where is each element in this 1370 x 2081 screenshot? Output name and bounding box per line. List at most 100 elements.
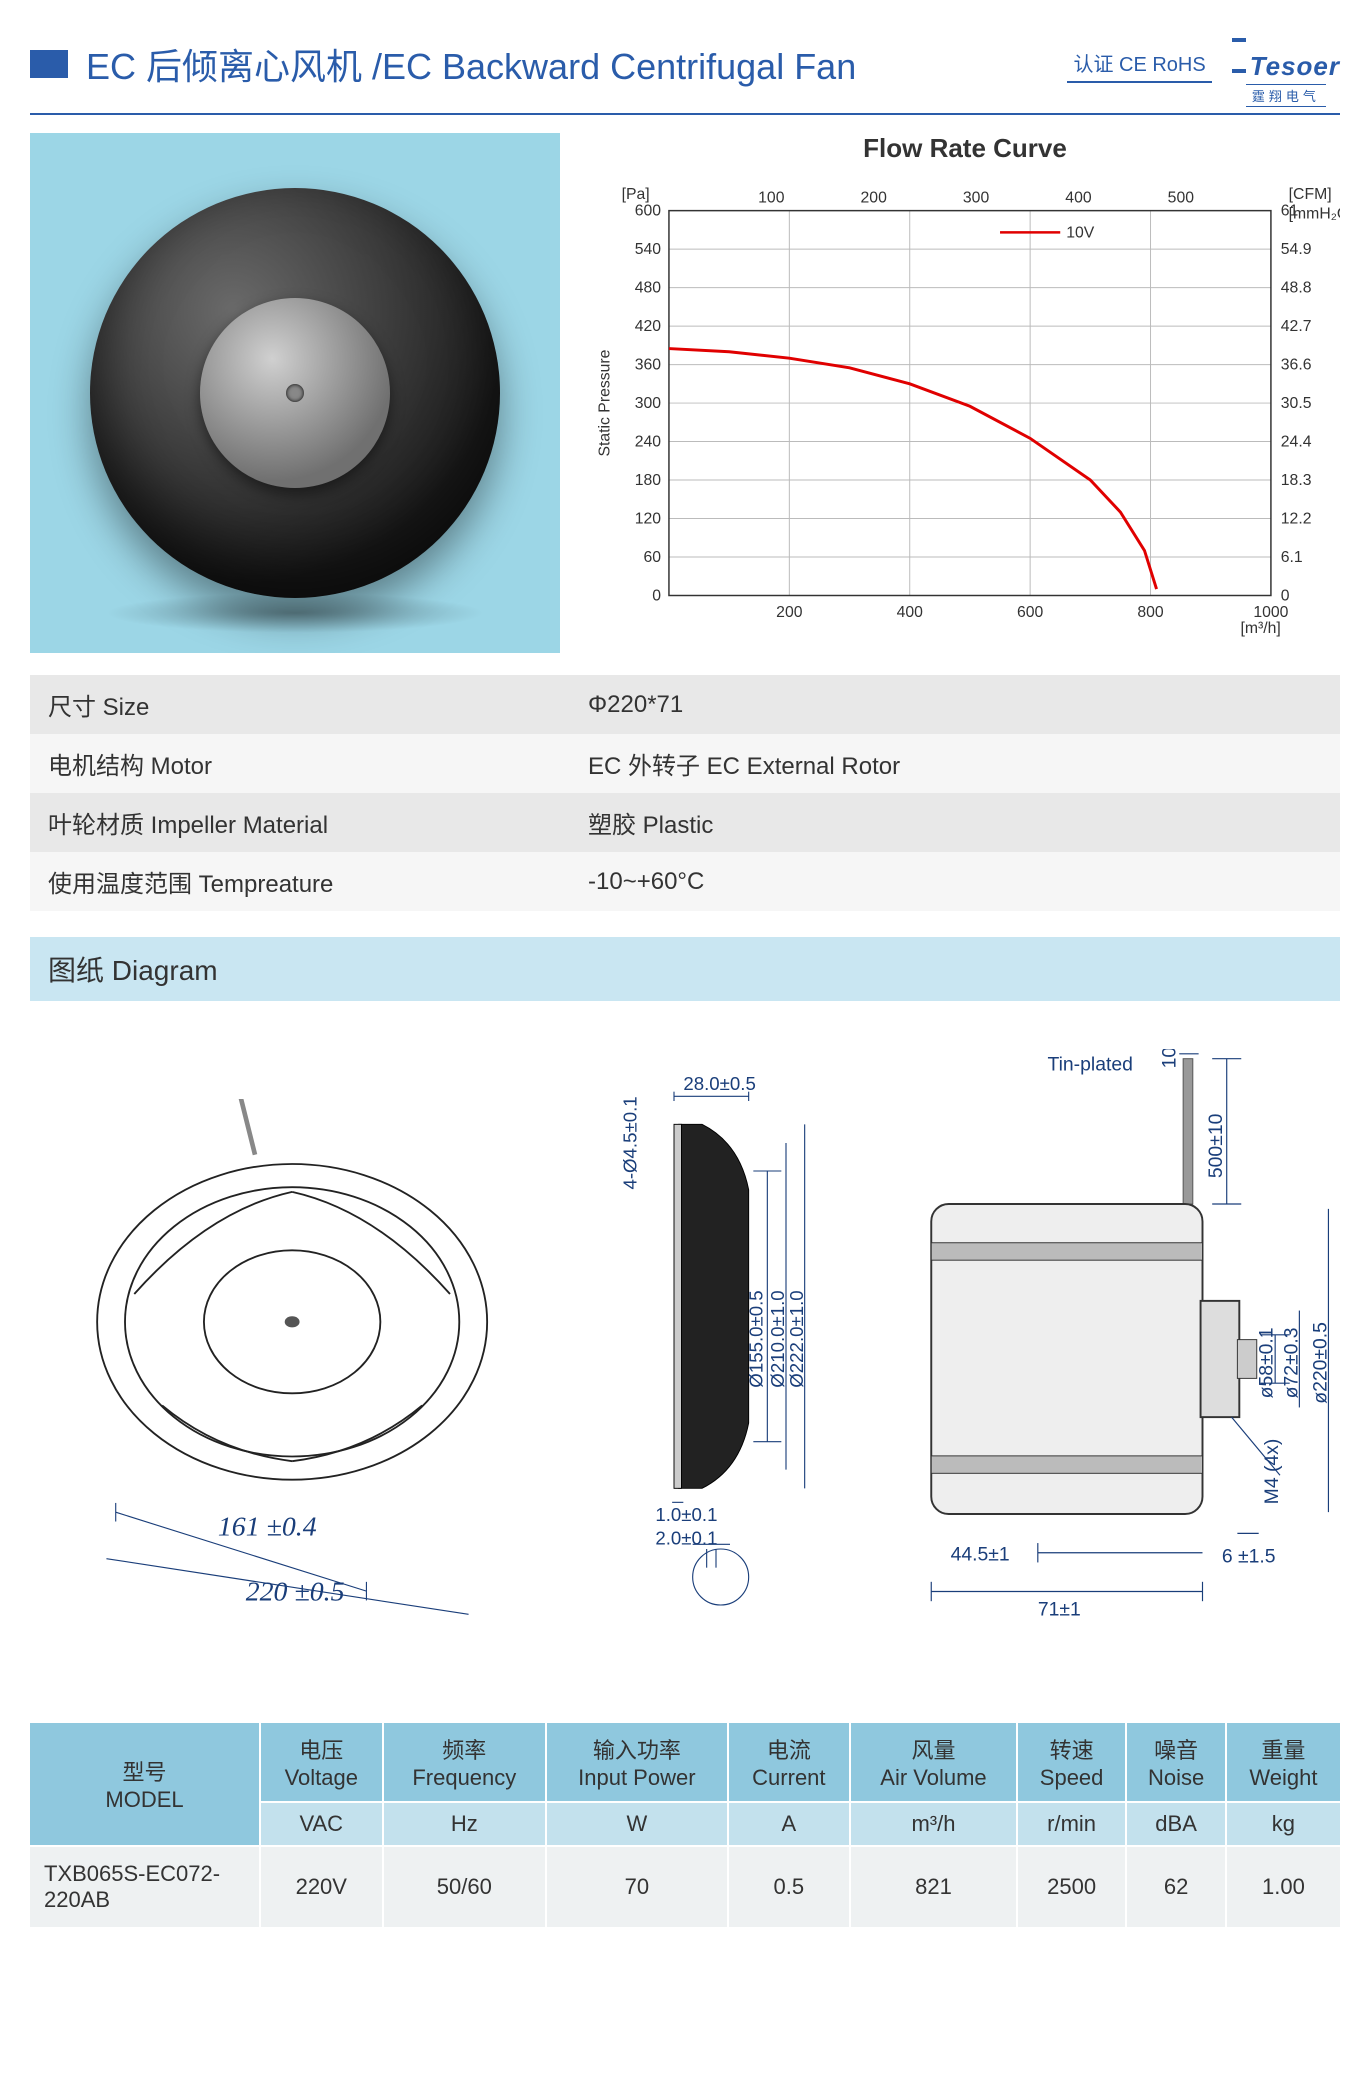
svg-text:540: 540 (635, 241, 662, 258)
model-cell: 1.00 (1226, 1846, 1340, 1927)
svg-text:18.3: 18.3 (1281, 472, 1312, 489)
svg-text:800: 800 (1137, 604, 1164, 621)
model-cell: 2500 (1017, 1846, 1126, 1927)
dim-side-t2: 2.0±0.1 (655, 1527, 717, 1548)
tin-plated-label: Tin-plated (1048, 1053, 1133, 1075)
dim-iso-width: 220 ±0.5 (246, 1576, 345, 1607)
dim-back-w: 71±1 (1038, 1599, 1081, 1621)
model-cell: 821 (850, 1846, 1017, 1927)
spec-value: -10~+60°C (570, 852, 1340, 911)
diagram-isometric: 161 ±0.4 220 ±0.5 (60, 1099, 580, 1619)
svg-text:300: 300 (963, 190, 990, 207)
model-header: 风量Air Volume (850, 1723, 1017, 1802)
model-unit: A (728, 1802, 850, 1846)
svg-text:120: 120 (635, 510, 662, 527)
model-unit: VAC (260, 1802, 383, 1846)
diagram-back: Tin-plated 500±10 10±1 ø58±0.1 ø72±0.3 (890, 1049, 1360, 1669)
model-header: 输入功率Input Power (546, 1723, 728, 1802)
svg-text:200: 200 (861, 190, 888, 207)
spec-label: 电机结构 Motor (30, 734, 570, 793)
model-header: 频率Frequency (383, 1723, 547, 1802)
svg-text:10V: 10V (1066, 224, 1095, 241)
spec-label: 叶轮材质 Impeller Material (30, 793, 570, 852)
svg-text:54.9: 54.9 (1281, 241, 1312, 258)
dim-iso-depth: 161 ±0.4 (218, 1511, 317, 1542)
svg-text:300: 300 (635, 395, 662, 412)
flow-rate-chart: Flow Rate Curve 200 400 600 800 10000 60 120 18… (590, 133, 1340, 653)
dim-side-holes: 4-Ø4.5±0.1 (620, 1096, 641, 1189)
model-unit: kg (1226, 1802, 1340, 1846)
svg-text:200: 200 (776, 604, 803, 621)
model-unit: r/min (1017, 1802, 1126, 1846)
svg-text:500: 500 (1168, 190, 1195, 207)
dim-side-w: 28.0±0.5 (683, 1073, 755, 1094)
chart-title: Flow Rate Curve (590, 133, 1340, 164)
model-unit: dBA (1126, 1802, 1226, 1846)
model-header: 噪音Noise (1126, 1723, 1226, 1802)
svg-text:400: 400 (1065, 190, 1092, 207)
spec-value: Φ220*71 (570, 675, 1340, 734)
svg-text:1000: 1000 (1253, 604, 1288, 621)
model-cell: 0.5 (728, 1846, 850, 1927)
model-cell: 50/60 (383, 1846, 547, 1927)
diagram-side: 4-Ø4.5±0.1 28.0±0.5 Ø155.0±0.5 Ø210.0±1.… (620, 1059, 840, 1619)
svg-text:180: 180 (635, 472, 662, 489)
dim-cable-tip: 10±1 (1158, 1049, 1180, 1068)
model-cell: 70 (546, 1846, 728, 1927)
svg-text:6.1: 6.1 (1281, 549, 1303, 566)
dim-side-t: 1.0±0.1 (655, 1504, 717, 1525)
svg-text:600: 600 (635, 203, 662, 220)
svg-text:[Pa]: [Pa] (622, 186, 650, 203)
svg-text:36.6: 36.6 (1281, 357, 1312, 374)
dim-side-d1: Ø155.0±0.5 (746, 1290, 767, 1387)
spec-value: 塑胶 Plastic (570, 793, 1340, 852)
svg-text:[CFM]: [CFM] (1289, 186, 1332, 203)
model-cell: 62 (1126, 1846, 1226, 1927)
model-header: 转速Speed (1017, 1723, 1126, 1802)
dim-back-d3: ø220±0.5 (1310, 1322, 1332, 1404)
svg-text:30.5: 30.5 (1281, 395, 1312, 412)
model-header: 型号MODEL (30, 1723, 260, 1846)
logo-text: Tesoer (1250, 51, 1340, 81)
brand-logo: Tesoer 霆翔电气 (1232, 20, 1340, 107)
svg-text:Static Pressure: Static Pressure (597, 349, 614, 456)
svg-text:[mmH₂O]: [mmH₂O] (1289, 206, 1340, 223)
spec-value: EC 外转子 EC External Rotor (570, 734, 1340, 793)
svg-text:0: 0 (1281, 587, 1290, 604)
header-accent-bar (30, 50, 68, 78)
page-header: EC 后倾离心风机 /EC Backward Centrifugal Fan 认… (30, 20, 1340, 115)
technical-diagram: 161 ±0.4 220 ±0.5 4-Ø4.5±0.1 28.0±0.5 Ø1… (30, 1019, 1340, 1699)
svg-text:[m³/h]: [m³/h] (1240, 620, 1280, 637)
logo-subtext: 霆翔电气 (1246, 84, 1326, 107)
svg-text:60: 60 (644, 549, 662, 566)
svg-text:360: 360 (635, 357, 662, 374)
model-header: 重量Weight (1226, 1723, 1340, 1802)
svg-text:420: 420 (635, 318, 662, 335)
svg-text:400: 400 (897, 604, 924, 621)
svg-text:24.4: 24.4 (1281, 433, 1312, 450)
spec-label: 尺寸 Size (30, 675, 570, 734)
model-cell: 220V (260, 1846, 383, 1927)
svg-text:240: 240 (635, 433, 662, 450)
model-table: 型号MODEL电压Voltage频率Frequency输入功率Input Pow… (30, 1723, 1340, 1927)
spec-label: 使用温度范围 Tempreature (30, 852, 570, 911)
svg-text:600: 600 (1017, 604, 1044, 621)
svg-text:48.8: 48.8 (1281, 280, 1312, 297)
diagram-section-title: 图纸 Diagram (30, 937, 1340, 1001)
certification-label: 认证 CE RoHS (1067, 44, 1211, 83)
model-header: 电流Current (728, 1723, 850, 1802)
dim-back-d1: ø58±0.1 (1255, 1327, 1277, 1398)
model-cell: TXB065S-EC072-220AB (30, 1846, 260, 1927)
dim-back-d2: ø72±0.3 (1280, 1327, 1302, 1398)
dim-m4: M4 (4x) (1261, 1439, 1283, 1505)
spec-table: 尺寸 SizeΦ220*71电机结构 MotorEC 外转子 EC Extern… (30, 675, 1340, 911)
dim-back-flange: 6 ±1.5 (1222, 1545, 1276, 1567)
svg-text:12.2: 12.2 (1281, 510, 1312, 527)
product-photo (30, 133, 560, 653)
dim-cable-len: 500±10 (1205, 1113, 1227, 1178)
dim-side-d3: Ø222.0±1.0 (786, 1290, 807, 1387)
svg-text:100: 100 (758, 190, 785, 207)
svg-text:480: 480 (635, 280, 662, 297)
svg-text:42.7: 42.7 (1281, 318, 1312, 335)
dim-back-off: 44.5±1 (951, 1544, 1010, 1566)
